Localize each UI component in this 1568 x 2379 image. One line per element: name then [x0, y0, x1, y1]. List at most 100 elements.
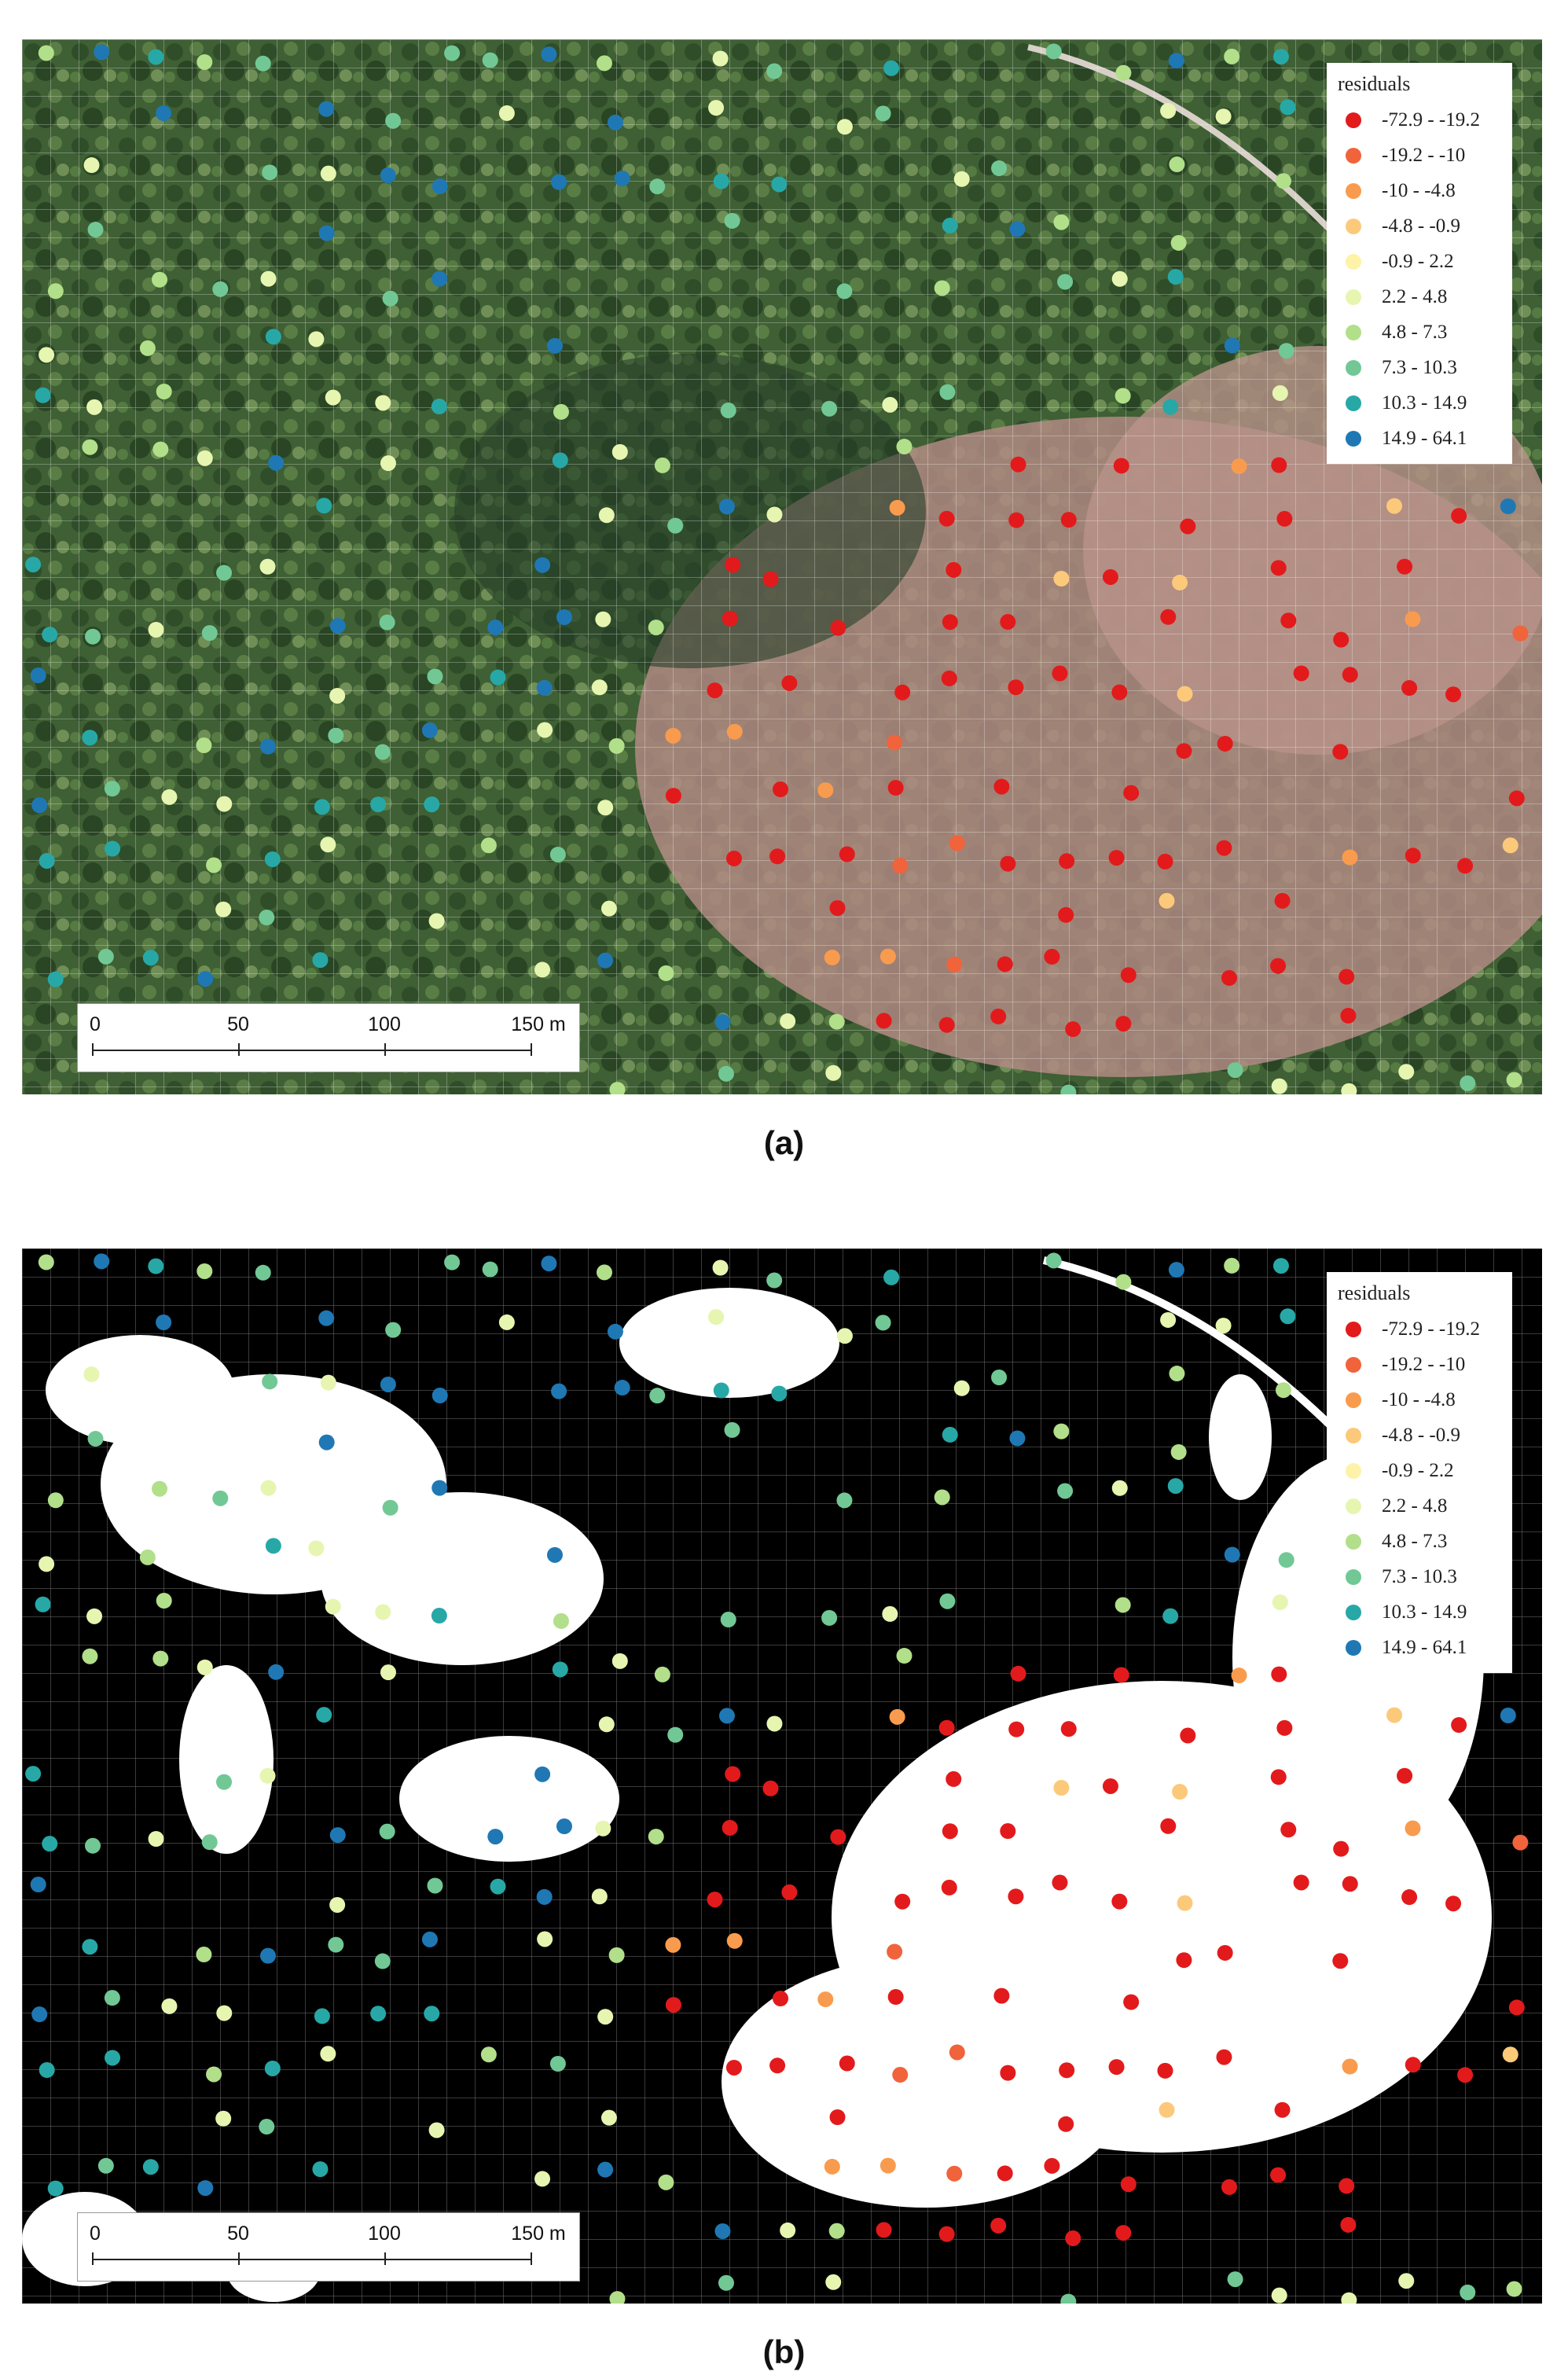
- residual-point: [934, 280, 950, 296]
- legend-label: 2.2 - 4.8: [1382, 1495, 1448, 1517]
- residual-point: [887, 780, 904, 796]
- legend-swatch: [1346, 395, 1361, 411]
- residual-point: [724, 212, 740, 229]
- residual-point: [771, 176, 788, 193]
- residual-point: [1053, 1780, 1070, 1796]
- residual-point: [83, 157, 100, 174]
- residual-point: [1500, 498, 1516, 515]
- legend-swatch: [1346, 1498, 1361, 1514]
- residual-point: [1010, 456, 1026, 472]
- residual-point: [1102, 568, 1118, 585]
- residual-point: [201, 625, 218, 642]
- legend-item: -72.9 - -19.2: [1338, 102, 1501, 138]
- residual-point: [260, 1480, 277, 1496]
- residual-point: [1270, 1769, 1287, 1785]
- residual-point: [498, 105, 515, 121]
- residual-point: [552, 452, 568, 469]
- residual-point: [1502, 2046, 1518, 2063]
- residual-point: [1180, 1727, 1196, 1744]
- residual-point: [541, 46, 557, 63]
- residual-point: [431, 399, 447, 415]
- residual-point: [879, 948, 896, 965]
- residual-point: [667, 517, 684, 534]
- residual-point: [139, 340, 156, 356]
- residual-point: [887, 1989, 904, 2006]
- legend-item: 10.3 - 14.9: [1338, 1594, 1501, 1630]
- residual-point: [329, 618, 346, 634]
- residual-point: [1280, 1308, 1296, 1325]
- residual-point: [1008, 512, 1025, 528]
- residual-point: [260, 1947, 277, 1964]
- residual-point: [1053, 1423, 1070, 1440]
- residual-point: [152, 441, 169, 458]
- residual-point: [380, 167, 396, 183]
- residual-point: [83, 1366, 100, 1383]
- residual-point: [1342, 1876, 1358, 1892]
- residual-point: [817, 782, 834, 799]
- legend-classes: -72.9 - -19.2 -19.2 - -10 -10 - -4.8 -4.8 -…: [1338, 102, 1501, 456]
- residual-point: [1398, 2273, 1415, 2289]
- residual-point: [1386, 1707, 1403, 1723]
- residual-point: [1120, 2176, 1137, 2193]
- scale-label-150: 150 m: [511, 2223, 566, 2245]
- residual-point: [1159, 892, 1175, 909]
- residual-point: [1512, 625, 1529, 642]
- residual-point: [1045, 43, 1062, 60]
- residual-point: [596, 55, 612, 72]
- residual-point: [1168, 1262, 1184, 1278]
- residual-point: [1332, 1953, 1349, 1969]
- residual-point: [1270, 2167, 1287, 2183]
- residual-point: [320, 1374, 336, 1391]
- residual-point: [325, 389, 341, 406]
- scale-label-100: 100: [368, 2223, 401, 2245]
- residual-point: [766, 1715, 783, 1732]
- residual-point: [892, 2067, 909, 2083]
- residual-point: [385, 1322, 402, 1338]
- residual-point: [375, 395, 391, 411]
- residual-point: [42, 627, 58, 643]
- residual-point: [1111, 684, 1128, 700]
- residual-point: [216, 2005, 233, 2021]
- residual-point: [94, 1253, 110, 1270]
- residual-point: [259, 558, 276, 575]
- residual-point: [718, 2274, 734, 2291]
- residual-point: [255, 55, 271, 72]
- residual-point: [1293, 1874, 1309, 1891]
- legend-label: 14.9 - 64.1: [1382, 427, 1467, 449]
- residual-point: [264, 2060, 281, 2076]
- residual-point: [424, 796, 440, 813]
- residual-point: [431, 1480, 448, 1496]
- residual-point: [1044, 2157, 1060, 2174]
- residual-point: [47, 971, 64, 987]
- residual-point: [836, 1328, 853, 1344]
- residual-point: [1274, 2101, 1291, 2118]
- legend-swatch: [1346, 359, 1361, 376]
- residual-point: [444, 1254, 461, 1270]
- residual-point: [47, 1492, 64, 1509]
- residual-point: [769, 2057, 786, 2074]
- residual-point: [894, 1893, 911, 1910]
- residual-point: [490, 1878, 506, 1895]
- residual-point: [259, 910, 275, 926]
- residual-point: [431, 270, 448, 287]
- residual-point: [1460, 2284, 1476, 2300]
- residual-point: [152, 1480, 168, 1497]
- residual-point: [1397, 558, 1413, 575]
- residual-point: [766, 1272, 783, 1289]
- residual-point: [591, 679, 608, 696]
- residual-point: [941, 1879, 957, 1895]
- residual-point: [997, 2165, 1013, 2182]
- legend-swatch: [1346, 253, 1361, 270]
- residual-point: [722, 610, 738, 627]
- legend-swatch: [1346, 1462, 1361, 1479]
- scale-label-50: 50: [227, 1013, 249, 1035]
- residual-point: [889, 499, 905, 516]
- residual-point: [1108, 850, 1125, 866]
- residual-point: [1445, 1895, 1462, 1912]
- residual-point: [262, 1373, 278, 1390]
- legend-label: -10 - -4.8: [1382, 179, 1456, 201]
- residual-point: [875, 1315, 891, 1331]
- residual-point: [713, 173, 729, 189]
- residual-point: [1115, 2225, 1132, 2241]
- residual-point: [608, 1947, 625, 1963]
